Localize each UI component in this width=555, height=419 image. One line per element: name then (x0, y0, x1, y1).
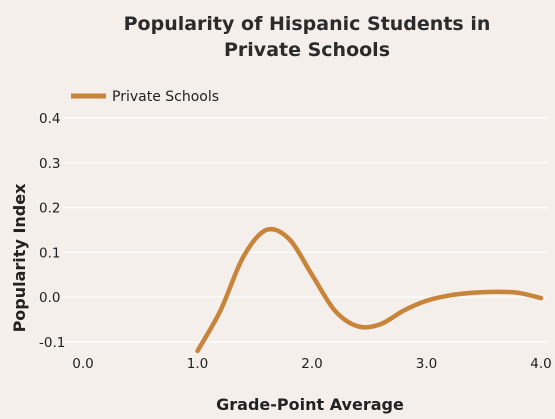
y-tick-label: -0.1 (39, 335, 65, 351)
chart-title-line-1: Popularity of Hispanic Students in (124, 13, 491, 35)
y-tick-label: 0.3 (39, 156, 60, 172)
x-tick-label: 2.0 (301, 356, 322, 372)
y-tick-label: 0.0 (39, 290, 60, 306)
x-tick-label: 0.0 (72, 356, 93, 372)
x-tick-label: 3.0 (416, 356, 437, 372)
x-tick-label: 4.0 (530, 356, 551, 372)
x-tick-label: 1.0 (187, 356, 208, 372)
y-axis-label: Popularity Index (10, 183, 29, 333)
y-tick-labels: -0.1 0.0 0.1 0.2 0.3 0.4 (39, 111, 65, 351)
x-axis-label: Grade-Point Average (216, 395, 404, 414)
legend: Private Schools (71, 89, 219, 105)
chart-title-line-2: Private Schools (224, 39, 390, 61)
y-tick-label: 0.2 (39, 201, 60, 217)
grid-lines (63, 117, 548, 343)
x-tick-labels: 0.0 1.0 2.0 3.0 4.0 (72, 356, 551, 372)
y-tick-label: 0.1 (39, 245, 60, 261)
series-line-private-schools (195, 226, 544, 354)
legend-label-private-schools: Private Schools (112, 89, 219, 105)
y-tick-label: 0.4 (39, 111, 60, 127)
series-lines (195, 226, 544, 354)
